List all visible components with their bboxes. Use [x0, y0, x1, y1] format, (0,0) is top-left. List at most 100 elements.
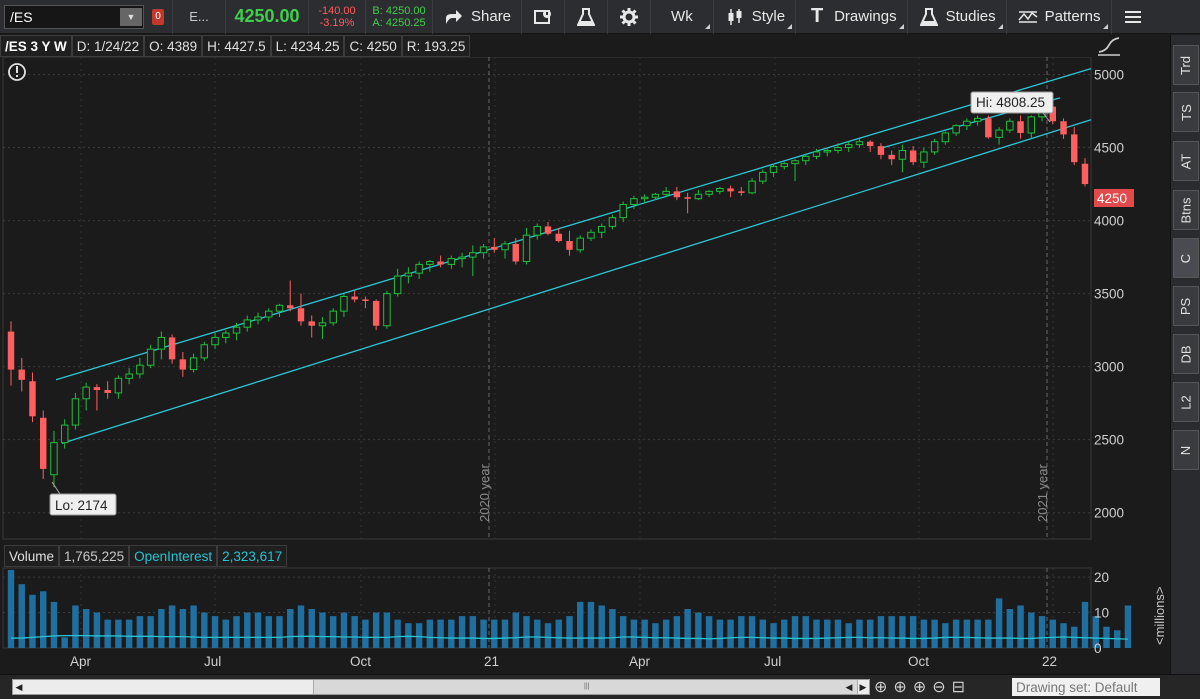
drawing-set-selector[interactable]: Drawing set: Default [1012, 678, 1160, 696]
side-tab-l2[interactable]: L2 [1173, 382, 1199, 422]
candle[interactable] [920, 147, 928, 169]
zoom-out-icon[interactable]: ⊖ [932, 679, 946, 696]
candle[interactable] [254, 312, 262, 325]
candle[interactable] [275, 303, 284, 317]
candle[interactable] [1071, 127, 1078, 166]
candle[interactable] [243, 315, 252, 332]
candle[interactable] [941, 131, 950, 145]
candle[interactable] [662, 186, 670, 198]
chevron-down-icon[interactable]: ▼ [120, 7, 142, 26]
candle[interactable] [619, 201, 627, 223]
candle[interactable] [640, 194, 649, 204]
candle[interactable] [340, 293, 348, 317]
candle[interactable] [684, 192, 691, 214]
candle[interactable] [1006, 118, 1014, 133]
candle[interactable] [823, 147, 831, 157]
studies-button[interactable]: Studies [908, 0, 1006, 34]
candle[interactable] [780, 162, 789, 170]
candle[interactable] [447, 255, 456, 269]
candle[interactable] [308, 315, 315, 338]
chart-title[interactable]: /ES 3 Y W [0, 35, 72, 57]
price-chart[interactable]: 2000 2500 3000 3500 4000 4500 5000 0 10 20 Apr Ju… [0, 57, 1170, 674]
candle[interactable] [200, 341, 209, 361]
candle[interactable] [673, 186, 681, 201]
candle[interactable] [50, 430, 58, 488]
candle[interactable] [930, 138, 939, 155]
candle[interactable] [114, 375, 123, 399]
candle[interactable] [136, 357, 144, 379]
patterns-button[interactable]: Patterns [1007, 0, 1111, 34]
candle[interactable] [566, 230, 573, 256]
candle[interactable] [393, 268, 402, 297]
candles[interactable] [7, 102, 1089, 488]
candle[interactable] [738, 186, 745, 196]
candle[interactable] [909, 146, 917, 166]
candle[interactable] [952, 124, 960, 136]
candle[interactable] [93, 384, 101, 411]
side-tab-btns[interactable]: Btns [1173, 190, 1199, 230]
candle[interactable] [125, 368, 133, 385]
candle[interactable] [866, 140, 874, 152]
candle[interactable] [189, 353, 198, 373]
candle[interactable] [888, 150, 895, 166]
candle[interactable] [533, 223, 541, 240]
candle[interactable] [877, 143, 885, 160]
snapshot-button[interactable] [522, 0, 564, 34]
candle[interactable] [179, 352, 187, 377]
aggregation-period-button[interactable]: Wk [651, 0, 713, 34]
candle[interactable] [694, 189, 703, 201]
candle[interactable] [426, 260, 434, 272]
price-axis[interactable]: 2000 2500 3000 3500 4000 4500 5000 [1094, 68, 1124, 521]
candle[interactable] [791, 159, 799, 182]
flask-button[interactable] [565, 0, 607, 34]
candle[interactable] [297, 293, 305, 326]
side-tab-trd[interactable]: Trd [1173, 45, 1199, 85]
candle[interactable] [232, 322, 241, 341]
candle[interactable] [597, 223, 606, 239]
scrollbar-thumb[interactable]: ||| [313, 680, 858, 694]
candle[interactable] [7, 321, 15, 386]
candle[interactable] [318, 316, 327, 339]
candle[interactable] [522, 227, 531, 265]
style-button[interactable]: Style [714, 0, 795, 34]
candle[interactable] [587, 229, 595, 242]
candle[interactable] [555, 227, 562, 243]
volume-label[interactable]: Volume [4, 545, 60, 567]
candle[interactable] [104, 381, 111, 399]
channel-lower-line[interactable] [61, 119, 1092, 444]
candle[interactable] [383, 290, 391, 329]
candle[interactable] [404, 267, 413, 284]
candle[interactable] [748, 178, 756, 195]
candle[interactable] [168, 334, 176, 364]
share-button[interactable]: Share [433, 0, 521, 34]
side-tab-n[interactable]: N [1173, 430, 1199, 470]
zoom-in-icon[interactable]: ⊕ [912, 679, 927, 696]
candle[interactable] [351, 290, 358, 303]
side-tab-at[interactable]: AT [1173, 141, 1199, 181]
candle[interactable] [329, 308, 337, 326]
drawings-button[interactable]: T Drawings [796, 0, 907, 34]
candle[interactable] [491, 238, 498, 253]
candle[interactable] [512, 238, 520, 265]
candle[interactable] [39, 410, 47, 480]
candle[interactable] [71, 392, 80, 430]
drawing-tool-button[interactable] [1096, 35, 1122, 57]
candle[interactable] [802, 153, 810, 166]
candle[interactable] [29, 372, 36, 423]
candle[interactable] [544, 222, 552, 236]
scroll-left-icon[interactable]: ◀ [15, 681, 23, 692]
candle[interactable] [437, 255, 444, 268]
candle[interactable] [812, 149, 821, 160]
exchange-label[interactable]: E... [189, 9, 209, 24]
candle[interactable] [608, 214, 617, 230]
time-axis[interactable]: Apr Jul Oct 21 Apr Jul Oct 22 [70, 654, 1057, 669]
candle[interactable] [973, 115, 982, 126]
link-group-badge[interactable]: 0 [152, 8, 164, 25]
candle[interactable] [1081, 158, 1089, 187]
candle[interactable] [222, 330, 230, 344]
side-tab-ts[interactable]: TS [1173, 92, 1199, 132]
crosshair-icon[interactable]: ⊕ [893, 679, 907, 696]
candle[interactable] [82, 382, 90, 411]
candle[interactable] [469, 245, 477, 277]
candle[interactable] [576, 235, 584, 253]
